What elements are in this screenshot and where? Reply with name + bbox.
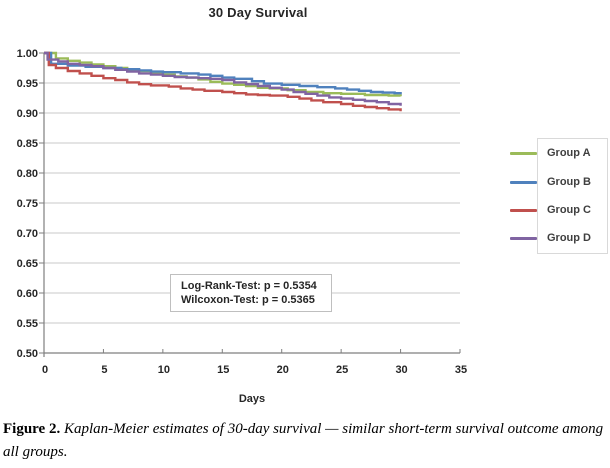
svg-text:0: 0 [42,364,48,376]
svg-text:20: 20 [277,364,289,376]
svg-text:5: 5 [101,364,107,376]
group-c-line-swatch [510,209,537,212]
survival-curves [44,51,402,112]
svg-text:0.65: 0.65 [17,258,38,270]
svg-text:0.95: 0.95 [17,78,38,90]
svg-text:10: 10 [158,364,170,376]
svg-text:0.50: 0.50 [17,348,38,360]
legend-label-group-b: Group B [547,176,591,188]
group-a-line-swatch [510,152,537,155]
stats-annotation-box: Log-Rank-Test: p = 0.5354 Wilcoxon-Test:… [170,274,332,312]
legend-label-group-c: Group C [547,204,591,216]
wilcoxon-test-value: Wilcoxon-Test: p = 0.5365 [181,294,315,306]
curve-group-b [44,51,402,95]
curve-group-c [44,51,402,112]
svg-text:0.80: 0.80 [17,168,38,180]
svg-text:0.60: 0.60 [17,288,38,300]
svg-text:0.55: 0.55 [17,318,38,330]
legend-item-group-a: Group A [0,147,610,161]
curve-group-d [44,51,402,106]
svg-text:0.85: 0.85 [17,138,38,150]
x-axis-title: Days [238,393,266,405]
caption-label: Figure 2. [3,421,61,437]
chart-title: 30 Day Survival [208,5,308,20]
svg-text:0.90: 0.90 [17,108,38,120]
group-d-line-swatch [510,237,537,240]
svg-text:35: 35 [455,364,467,376]
legend-item-group-c: Group C [0,204,610,218]
log-rank-test-value: Log-Rank-Test: p = 0.5354 [181,280,317,292]
legend-label-group-d: Group D [547,232,591,244]
legend-label-group-a: Group A [547,147,591,159]
group-b-line-swatch [510,181,537,184]
svg-text:15: 15 [217,364,229,376]
tick-labels: 1.00 0.95 0.90 0.85 0.80 0.75 0.70 0.65 0.60 0.55… [17,48,468,376]
svg-text:0.70: 0.70 [17,228,38,240]
figure-caption: Figure 2. Kaplan-Meier estimates of 30-d… [3,418,607,463]
legend-item-group-d: Group D [0,232,610,246]
svg-text:1.00: 1.00 [17,48,38,60]
legend-box [537,138,608,254]
svg-text:25: 25 [336,364,348,376]
svg-text:30: 30 [395,364,407,376]
caption-text: Kaplan-Meier estimates of 30-day surviva… [3,421,604,460]
curve-group-a [44,51,402,97]
legend-item-group-b: Group B [0,176,610,190]
svg-text:0.75: 0.75 [17,198,38,210]
axes [39,52,461,357]
